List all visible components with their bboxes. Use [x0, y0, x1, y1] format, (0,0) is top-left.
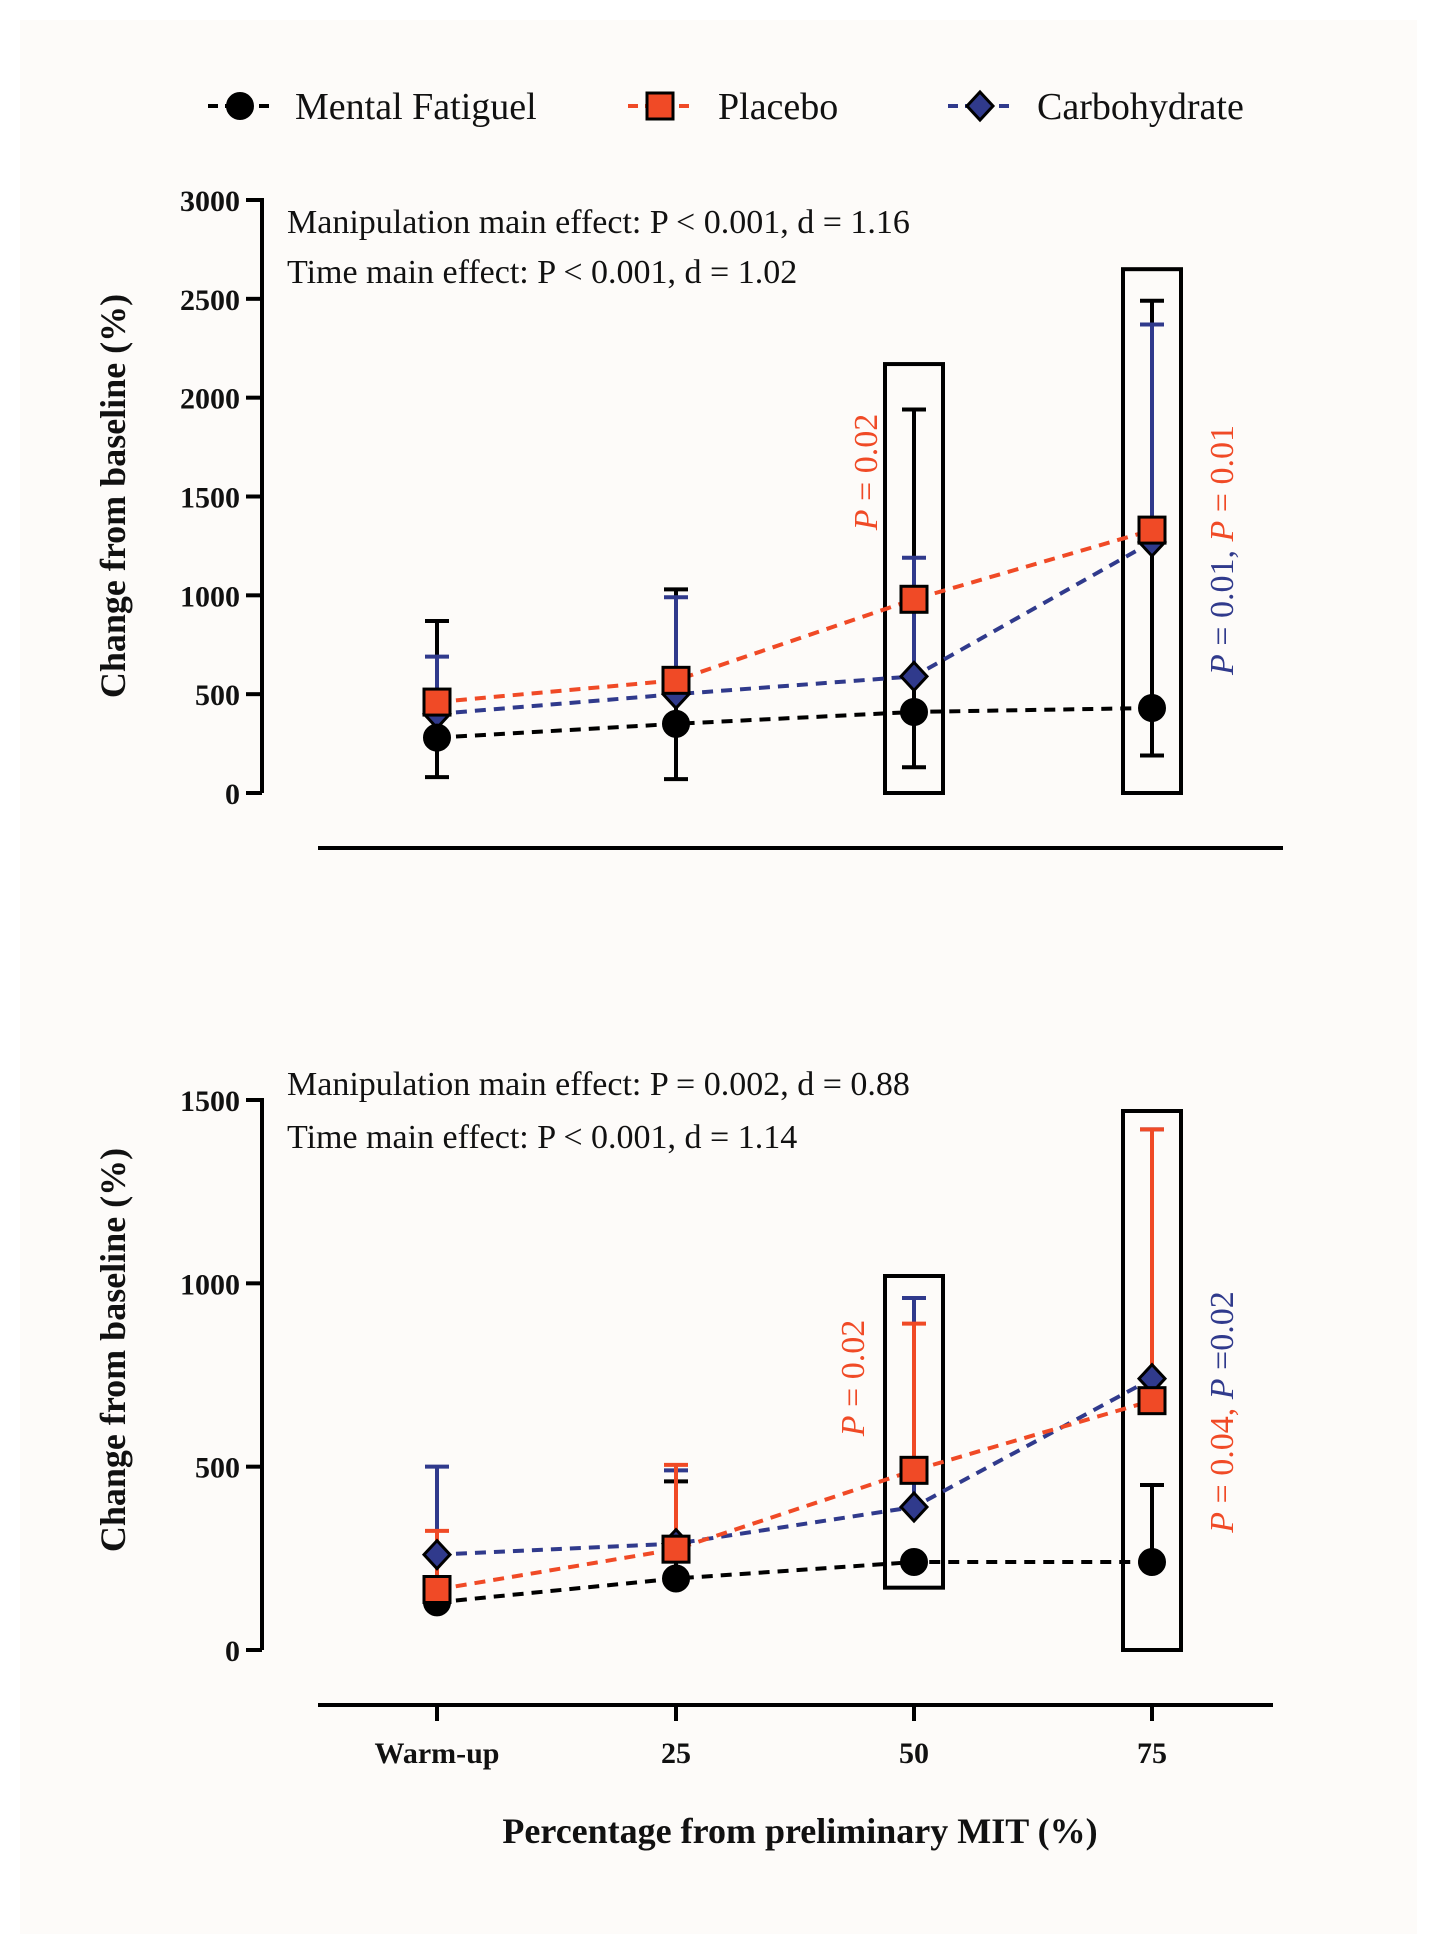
panel-bottom: 0 500 1000 1500 Change from baseline (%) Warm… [93, 1066, 1273, 1770]
y-tick-label: 500 [195, 679, 240, 712]
data-point-circle [423, 723, 451, 752]
p-value-label: P = 0.02 [848, 414, 885, 531]
data-point-square [899, 584, 929, 614]
highlight-box [1121, 1109, 1183, 1652]
p-value-text: =0.02 [1204, 1291, 1241, 1378]
legend-label: Placebo [718, 86, 838, 128]
y-tick-label: 2500 [180, 284, 240, 317]
data-point-circle [662, 709, 690, 738]
data-point-square [661, 1534, 691, 1564]
p-value-label: P = 0.02 [835, 1320, 872, 1437]
p-value-symbol: P [835, 1415, 872, 1437]
figure-background [20, 20, 1417, 1934]
series-line-carbohydrate [436, 1376, 1153, 1557]
p-value-symbol: P [848, 509, 885, 531]
legend-label: Mental Fatiguel [295, 86, 537, 128]
y-tick-label: 1500 [180, 482, 240, 515]
y-tick-label: 3000 [180, 185, 240, 218]
series-line-placebo [436, 1398, 1153, 1592]
data-point-square [899, 1455, 929, 1485]
y-tick-label: 1500 [180, 1085, 240, 1118]
x-tick-label: 25 [661, 1737, 691, 1770]
p-value-symbol: P [1204, 654, 1241, 676]
y-tick-label: 0 [225, 778, 240, 811]
legend-marker-circle [226, 92, 254, 120]
panel-top: 0 500 1000 1500 2000 2500 3000 Change from base… [93, 185, 1283, 850]
p-value-symbol: P [1204, 1512, 1241, 1534]
p-value-symbol: P [1204, 1378, 1241, 1400]
data-point-diamond [421, 1538, 453, 1571]
legend-marker-diamond [964, 89, 996, 123]
data-point-square [1137, 515, 1167, 545]
y-tick-label: 2000 [180, 383, 240, 416]
p-value-text: = 0.01 [1204, 425, 1241, 521]
p-value-text: = 0.02 [835, 1320, 872, 1416]
data-point-circle [1138, 1548, 1166, 1576]
data-point-square [1137, 1386, 1167, 1416]
stats-annotation: Time main effect: P < 0.001, d = 1.02 [287, 254, 797, 291]
p-value-text: = 0.01, [1204, 542, 1241, 655]
x-tick-label: 75 [1137, 1737, 1167, 1770]
data-point-square [422, 687, 452, 717]
highlight-box [883, 362, 945, 795]
x-tick-label: Warm-up [374, 1737, 499, 1770]
stats-annotation: Manipulation main effect: P = 0.002, d =… [287, 1066, 910, 1103]
stats-annotation: Time main effect: P < 0.001, d = 1.14 [287, 1119, 797, 1156]
series-line-placebo [436, 528, 1153, 705]
data-point-circle [662, 1564, 690, 1593]
data-point-circle [900, 1548, 928, 1576]
y-tick-label: 1000 [180, 580, 240, 613]
p-value-text: = 0.04, [1204, 1399, 1241, 1512]
data-point-square [422, 1575, 452, 1604]
y-tick-label: 500 [195, 1452, 240, 1485]
p-value-text: = 0.02 [848, 414, 885, 510]
legend: Mental Fatiguel Placebo Carbohydrate [208, 86, 1244, 128]
legend-entry-0: Mental Fatiguel [208, 86, 537, 128]
p-value-symbol: P [1204, 521, 1241, 543]
series-line-carbohydrate [436, 540, 1153, 716]
legend-entry-2: Carbohydrate [948, 86, 1244, 128]
data-point-diamond [898, 1490, 930, 1524]
x-axis-label: Percentage from preliminary MIT (%) [502, 1811, 1097, 1851]
p-value-label: P = 0.04, P =0.02 [1204, 1291, 1241, 1533]
legend-label: Carbohydrate [1037, 86, 1244, 128]
p-value-label: P = 0.01, P = 0.01 [1204, 425, 1241, 676]
y-tick-label: 1000 [180, 1268, 240, 1301]
stats-annotation: Manipulation main effect: P < 0.001, d =… [287, 204, 910, 241]
legend-entry-1: Placebo [628, 86, 838, 128]
highlight-box [883, 1274, 945, 1590]
y-tick-label: 0 [225, 1635, 240, 1668]
series-line-mental-fatiguel [436, 706, 1153, 740]
series-line-mental-fatiguel [436, 1560, 1152, 1605]
highlight-box [1121, 267, 1183, 795]
y-axis-label: Change from baseline (%) [93, 1148, 133, 1552]
data-point-diamond [898, 660, 930, 693]
data-point-square [661, 665, 691, 695]
y-axis-label: Change from baseline (%) [93, 294, 133, 698]
x-tick-label: 50 [899, 1737, 929, 1770]
data-point-circle [1138, 694, 1166, 723]
data-point-circle [900, 697, 928, 726]
legend-marker-square [645, 91, 675, 121]
